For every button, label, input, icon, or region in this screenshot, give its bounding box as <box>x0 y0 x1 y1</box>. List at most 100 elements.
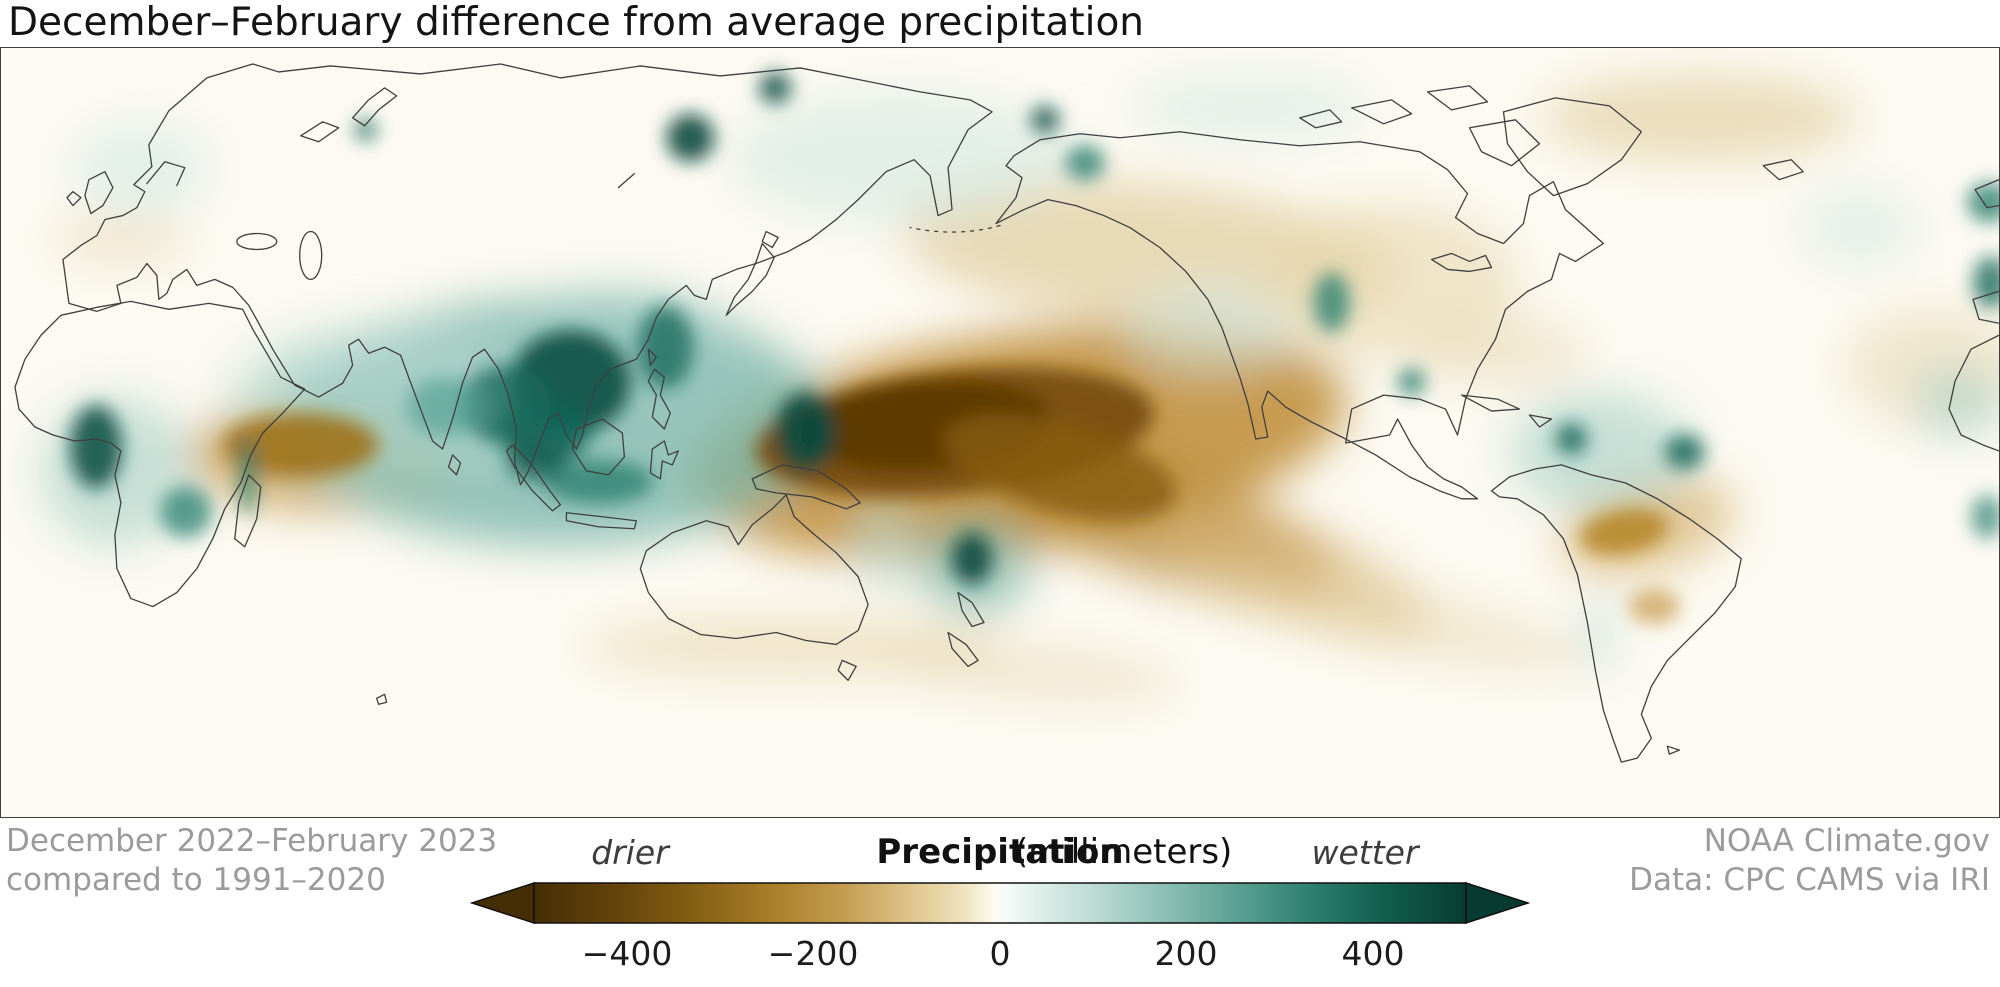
anomaly-region <box>853 493 918 590</box>
anomaly-region <box>1174 561 1585 672</box>
coast-sulawesi <box>649 440 679 480</box>
legend-title-units: (millimeters) <box>1014 832 1233 872</box>
coast-java <box>565 512 638 530</box>
coast-japan <box>725 242 775 316</box>
credit-line-1: NOAA Climate.gov <box>1703 823 1990 859</box>
world-map <box>0 47 2000 818</box>
page-title: December–February difference from averag… <box>8 0 1145 45</box>
tick-zero: 0 <box>989 934 1011 973</box>
coast-falkland <box>1666 745 1680 755</box>
colorbar <box>469 881 1531 925</box>
coast-eurasia <box>62 63 993 486</box>
anomaly-region <box>1914 367 1999 437</box>
anomaly-region <box>1124 282 1295 373</box>
coast-greenland <box>1502 97 1643 197</box>
legend-labels: drier Precipitation (millimeters) wetter <box>470 820 1530 872</box>
coast-hokkaido <box>761 230 779 249</box>
map-canvas <box>1 48 1999 817</box>
coast-baikal <box>617 173 636 189</box>
coast-arctic-island-2 <box>1426 85 1489 111</box>
coast-nz-south <box>947 631 979 668</box>
anomaly-region <box>460 365 551 445</box>
coastlines <box>14 63 1999 763</box>
coast-uk-rightedge <box>1974 179 1999 209</box>
anomaly-region <box>1509 392 1690 512</box>
anomaly-region <box>1799 187 1920 268</box>
coast-uk <box>84 171 114 215</box>
coast-caspian <box>299 230 323 281</box>
anomaly-region <box>666 113 715 162</box>
coast-northamerica <box>995 131 1605 500</box>
anomaly-region <box>222 413 379 477</box>
coast-iceland <box>1762 159 1804 181</box>
tick-400: 400 <box>1341 934 1405 973</box>
coast-borneo <box>571 418 626 476</box>
coast-madagascar <box>234 474 262 548</box>
coast-sumatra <box>505 444 562 512</box>
colorbar-arrow-wetter <box>1465 881 1531 925</box>
coast-newguinea <box>751 464 861 510</box>
tick-minus-200: −200 <box>767 934 859 973</box>
anomaly-region <box>1129 72 1370 143</box>
coast-southamerica <box>1490 464 1742 763</box>
coast-arctic-island-1 <box>1350 99 1413 125</box>
anomaly-region <box>1973 256 1999 309</box>
drier-label: drier <box>591 833 669 872</box>
wetter-label: wetter <box>1311 833 1419 872</box>
period-line-1: December 2022–February 2023 <box>6 823 498 859</box>
anomaly-region <box>943 413 1177 521</box>
credit-line-2: Data: CPC CAMS via IRI <box>1629 862 1990 898</box>
anomaly-region <box>1583 596 1612 673</box>
anomaly-region <box>1397 368 1426 397</box>
coast-hispaniola <box>1528 414 1553 428</box>
coast-aleutians <box>909 224 1001 233</box>
coast-africa <box>14 300 306 608</box>
legend-title-bold: Precipitation <box>876 832 1124 872</box>
coast-africa-rightedge <box>1948 334 1999 452</box>
coast-taiwan <box>647 348 657 366</box>
tick-minus-400: −400 <box>581 934 673 973</box>
anomaly-region <box>405 377 486 437</box>
coast-australia <box>639 494 869 646</box>
anomaly-region <box>159 485 212 538</box>
anomaly-region <box>1539 72 1860 163</box>
colorbar-gradient <box>533 882 1467 924</box>
colorbar-ticks: −400 −200 0 200 400 <box>470 934 1530 976</box>
period-caption: December 2022–February 2023 compared to … <box>6 822 497 900</box>
anomaly-region <box>506 436 567 481</box>
legend-title: Precipitation (millimeters) <box>876 832 1232 872</box>
anomaly-region <box>1555 423 1588 455</box>
anomaly-region <box>50 214 191 265</box>
coast-baffin <box>1468 119 1541 167</box>
anomaly-region <box>1313 272 1350 333</box>
credit-caption: NOAA Climate.gov Data: CPC CAMS via IRI <box>1629 822 1990 900</box>
coast-small-island <box>375 693 388 705</box>
tick-200: 200 <box>1154 934 1218 973</box>
coast-blacksea <box>236 232 278 251</box>
anomaly-region <box>272 359 329 412</box>
anomaly-region <box>637 305 694 390</box>
coast-arctic-island-3 <box>1299 109 1343 129</box>
anomaly-region <box>1409 317 1590 388</box>
colorbar-legend: drier Precipitation (millimeters) wetter… <box>440 820 1560 976</box>
coast-iberia-rightedge <box>1972 290 1999 324</box>
anomaly-region <box>69 405 122 489</box>
coast-srilanka <box>447 454 462 476</box>
coast-nz-north <box>957 591 985 628</box>
anomaly-region <box>1579 508 1669 555</box>
coast-arctic-island-4 <box>300 121 340 143</box>
coast-cuba <box>1460 394 1521 412</box>
colorbar-wrap <box>469 880 1531 930</box>
coast-novaya-zemlya <box>351 87 398 127</box>
anomaly-region <box>1064 144 1105 181</box>
anomaly-region <box>880 640 1180 703</box>
anomaly-region <box>1030 105 1059 134</box>
coast-tasmania <box>837 659 857 682</box>
coast-baltic <box>146 161 186 187</box>
figure-footer: December 2022–February 2023 compared to … <box>0 820 2000 987</box>
colorbar-arrow-drier <box>469 881 535 925</box>
anomaly-region <box>1664 433 1705 470</box>
anomaly-region <box>354 118 377 141</box>
anomaly-region <box>952 532 993 585</box>
coast-philippines <box>647 368 671 430</box>
